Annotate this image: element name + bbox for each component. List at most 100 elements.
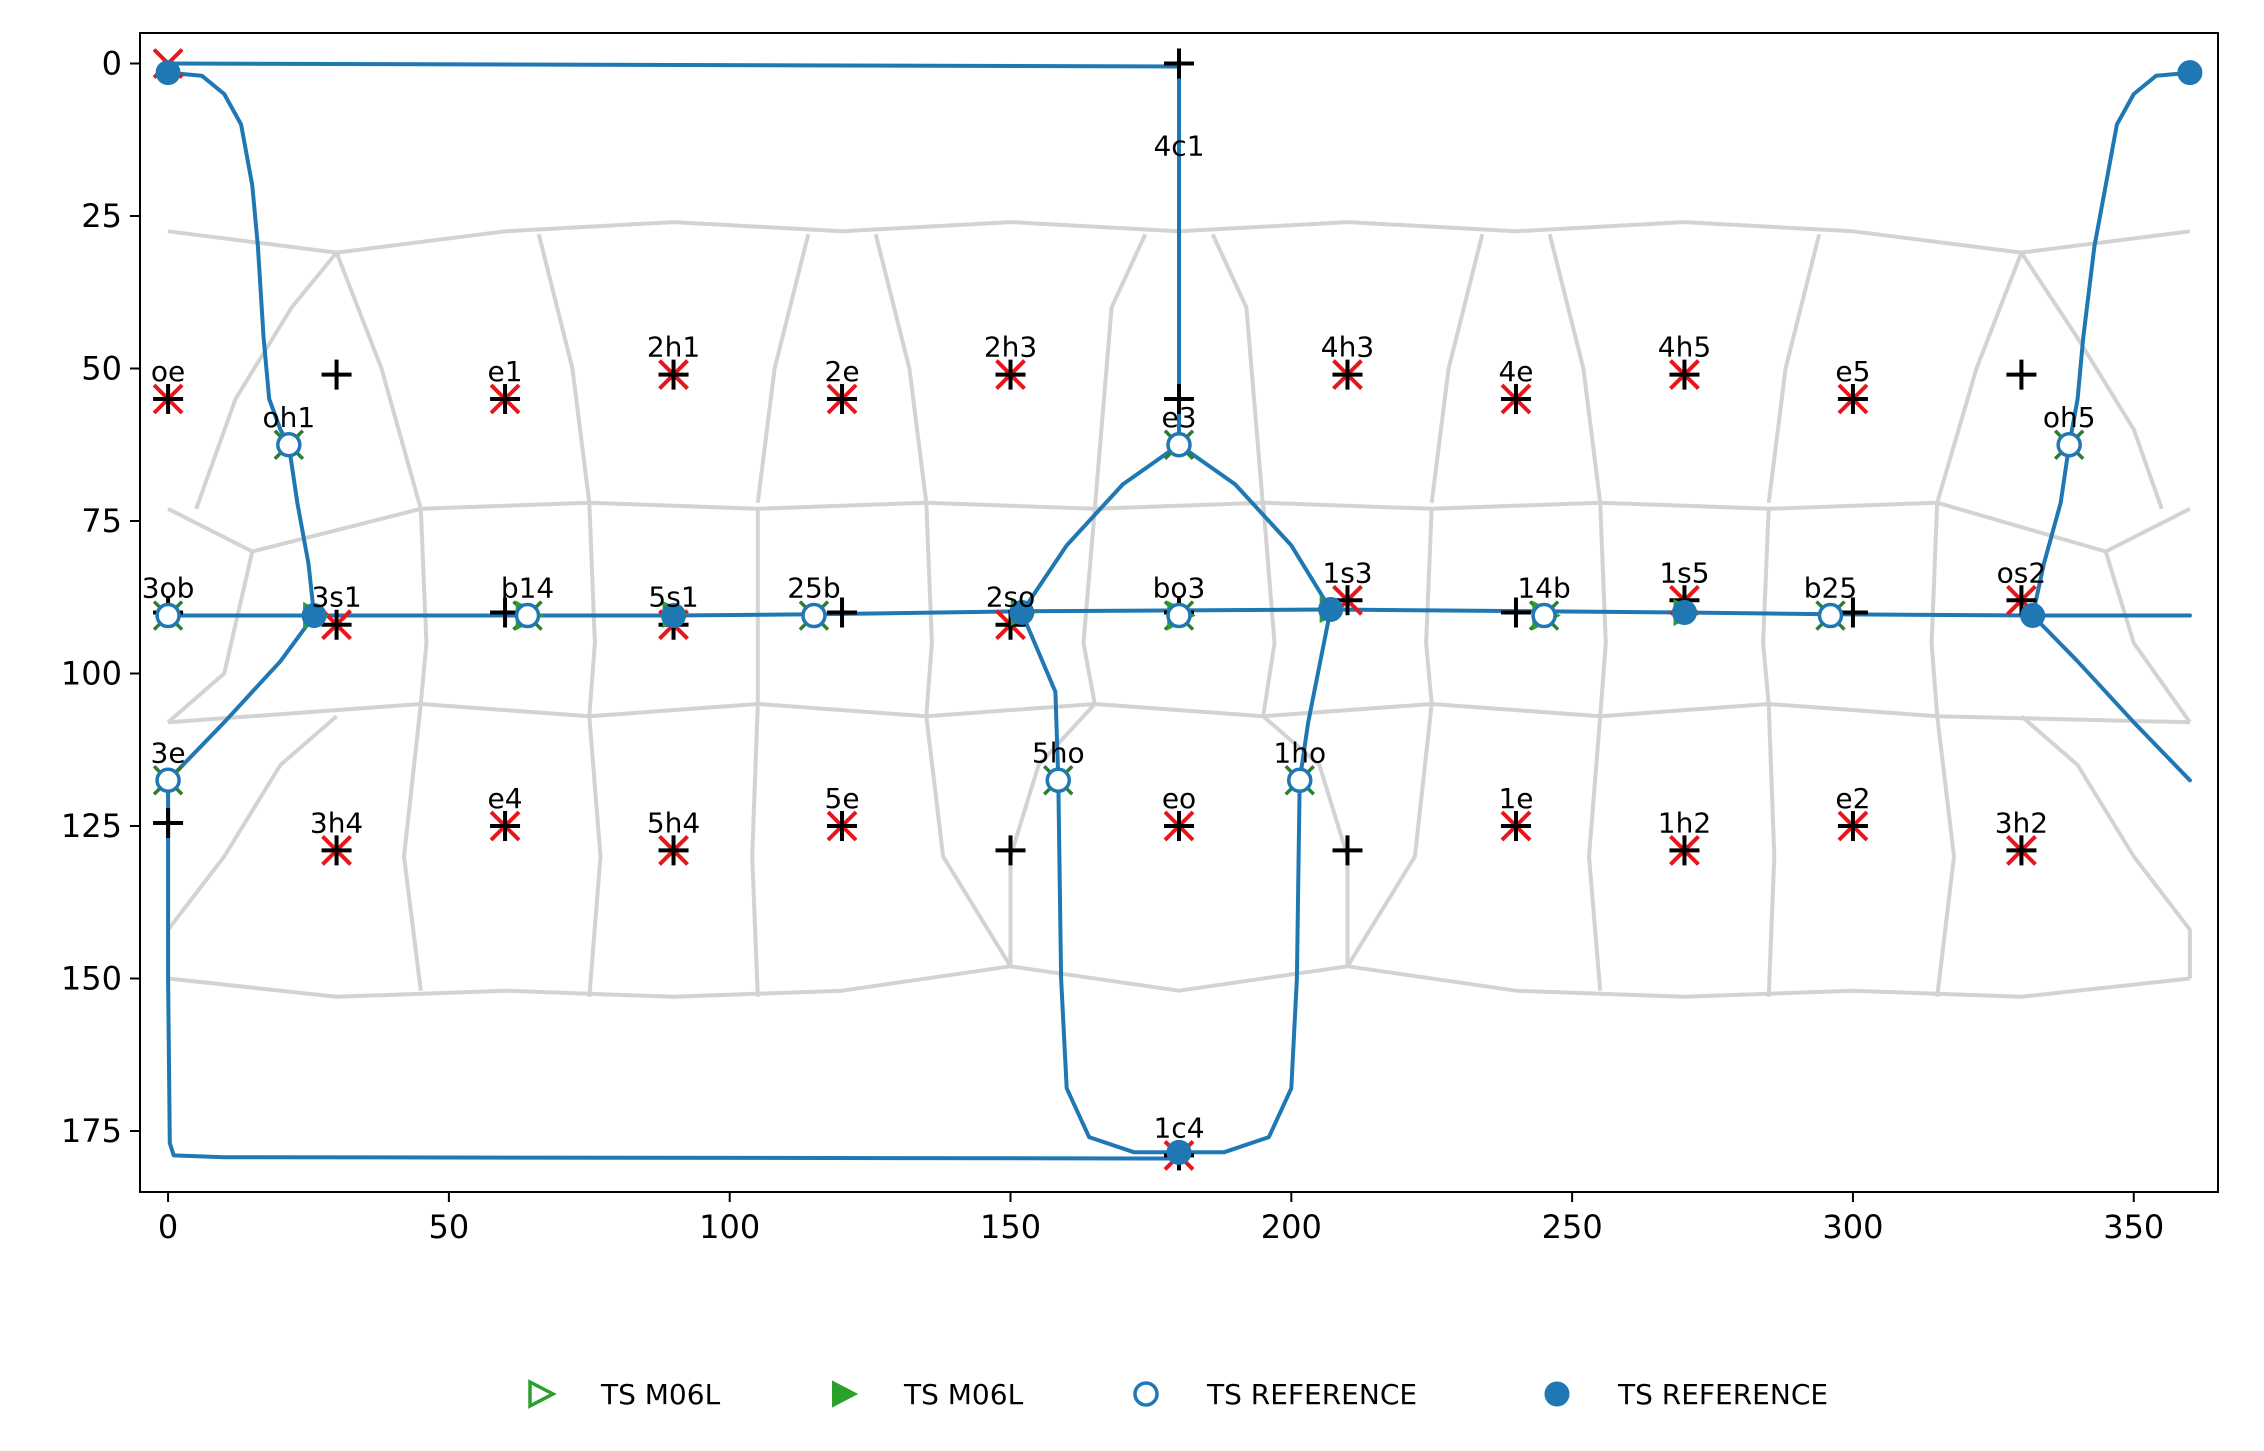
x-tick-label-1: 50: [429, 1208, 470, 1246]
point-label-9: oh1: [262, 401, 315, 434]
point-label-26: 1ho: [1273, 736, 1326, 769]
grid-curve-5: [334, 251, 423, 510]
plus-marker-19: [321, 835, 352, 866]
path-line-4: [166, 613, 317, 783]
grid-curve-12: [1547, 233, 1603, 503]
point-label-4: 2h3: [984, 331, 1037, 364]
point-label-18: bo3: [1153, 572, 1206, 605]
point-labels-layer: oe e1 2h1 2e 2h3 4h3 4e 4h5 e5 oh1 e3 oh5 3ob 3s1 b14 5…: [142, 129, 2096, 1144]
grid-curve-6: [536, 233, 592, 503]
path-line-5: [166, 778, 1181, 1161]
grid-curve-8: [873, 233, 929, 503]
grid-curve-27: [2103, 550, 2192, 724]
series-3-point-7: [2020, 603, 2046, 629]
plus-marker-22: [827, 811, 858, 841]
series-3-point-5: [1318, 596, 1344, 622]
plus-marker-6: [827, 597, 858, 628]
plus-marker-26: [1837, 811, 1868, 841]
point-label-29: 5h4: [647, 806, 700, 839]
grid-curve-32: [924, 715, 1013, 968]
grid-curve-7: [755, 233, 811, 503]
grid-curve-37: [1766, 703, 1777, 997]
x-tick-label-4: 200: [1261, 1208, 1322, 1246]
path-line-8: [2030, 70, 2192, 618]
series-3-point-6: [1671, 600, 1697, 625]
plus-marker-35: [1500, 384, 1531, 414]
point-label-24: 3e: [151, 736, 186, 769]
grid-curve-30: [587, 716, 603, 997]
grid-curve-17: [418, 508, 429, 705]
point-label-14: b14: [501, 572, 554, 605]
x-tick-label-6: 300: [1822, 1208, 1883, 1246]
grid-curve-35: [1345, 703, 1434, 968]
series-3-point-4: [1009, 600, 1035, 625]
point-label-16: 25b: [787, 572, 840, 605]
legend-marker-2: [1133, 1381, 1159, 1407]
grid-curve-31: [750, 703, 760, 997]
plus-marker-34: [827, 384, 858, 414]
series-2-point-11: [1286, 767, 1313, 793]
grid-curve-10: [1210, 233, 1266, 509]
grid-curve-2: [167, 702, 2190, 725]
legend-marker-0: [528, 1379, 557, 1409]
grid-curve-13: [1766, 233, 1822, 503]
axes-layer: 0 50 100 150 200 250 300 350 0 25 50 75 100 125 150 175: [61, 45, 2164, 1247]
point-label-27: 3h4: [310, 806, 363, 839]
grid-curve-33: [1008, 702, 1097, 967]
point-label-11: oh5: [2043, 401, 2096, 434]
point-label-19: 1s3: [1322, 556, 1372, 589]
plus-marker-16: [153, 807, 184, 838]
legend-label-0: TS M06L: [600, 1378, 721, 1411]
series-3-point-0: [155, 60, 181, 86]
y-tick-label-4: 100: [61, 655, 122, 693]
point-label-12: 3ob: [142, 572, 195, 605]
grid-curve-23: [1424, 508, 1434, 705]
series-layer: [155, 60, 2203, 1165]
legend-marker-1: [832, 1380, 859, 1408]
plus-marker-5: [490, 597, 521, 628]
series-2-point-9: [155, 767, 181, 793]
legend-marker-3: [1544, 1381, 1570, 1407]
path-line-9: [2030, 613, 2192, 783]
point-label-28: e4: [488, 782, 523, 815]
point-label-1: e1: [488, 355, 523, 388]
point-label-31: eo: [1162, 782, 1196, 815]
series-2-point-6: [1166, 602, 1192, 629]
point-label-25: 5ho: [1032, 736, 1085, 769]
point-label-36: 4c1: [1153, 129, 1204, 162]
plus-marker-9: [1837, 597, 1868, 628]
point-label-35: 3h2: [1995, 806, 2048, 839]
plus-marker-20: [490, 811, 521, 841]
grid-curve-18: [587, 502, 597, 717]
grid-curve-15: [2019, 251, 2164, 510]
plus-marker-18: [1332, 835, 1363, 866]
plus-marker-0: [1164, 48, 1194, 79]
point-label-7: 4h5: [1658, 331, 1711, 364]
point-label-34: e2: [1835, 782, 1870, 815]
series-2-point-0: [276, 432, 302, 458]
point-label-8: e5: [1835, 355, 1870, 388]
plus-marker-21: [658, 835, 689, 866]
plus-marker-8: [1500, 597, 1531, 628]
grid-curve-14: [1935, 251, 2024, 504]
series-2-point-8: [1817, 602, 1844, 629]
grid-curve-29: [402, 703, 423, 991]
plus-marker-28: [658, 359, 689, 390]
plus-marker-17: [995, 835, 1026, 866]
path-line-0: [166, 61, 1181, 69]
y-tick-label-7: 175: [61, 1112, 122, 1150]
point-label-30: 5e: [825, 782, 860, 815]
series-2-point-5: [801, 602, 827, 629]
grid-curve-22: [1261, 502, 1277, 717]
y-tick-label-0: 0: [102, 45, 122, 83]
grid-curve-3: [167, 964, 2191, 999]
plus-marker-32: [153, 384, 184, 414]
plus-marker-33: [490, 384, 521, 414]
point-label-21: 1s5: [1659, 556, 1709, 589]
point-label-0: oe: [151, 355, 185, 388]
series-2-point-1: [1166, 432, 1192, 458]
series-2-point-2: [2056, 432, 2082, 458]
grid-curve-26: [1929, 502, 1940, 717]
x-tick-label-7: 350: [2103, 1208, 2164, 1246]
